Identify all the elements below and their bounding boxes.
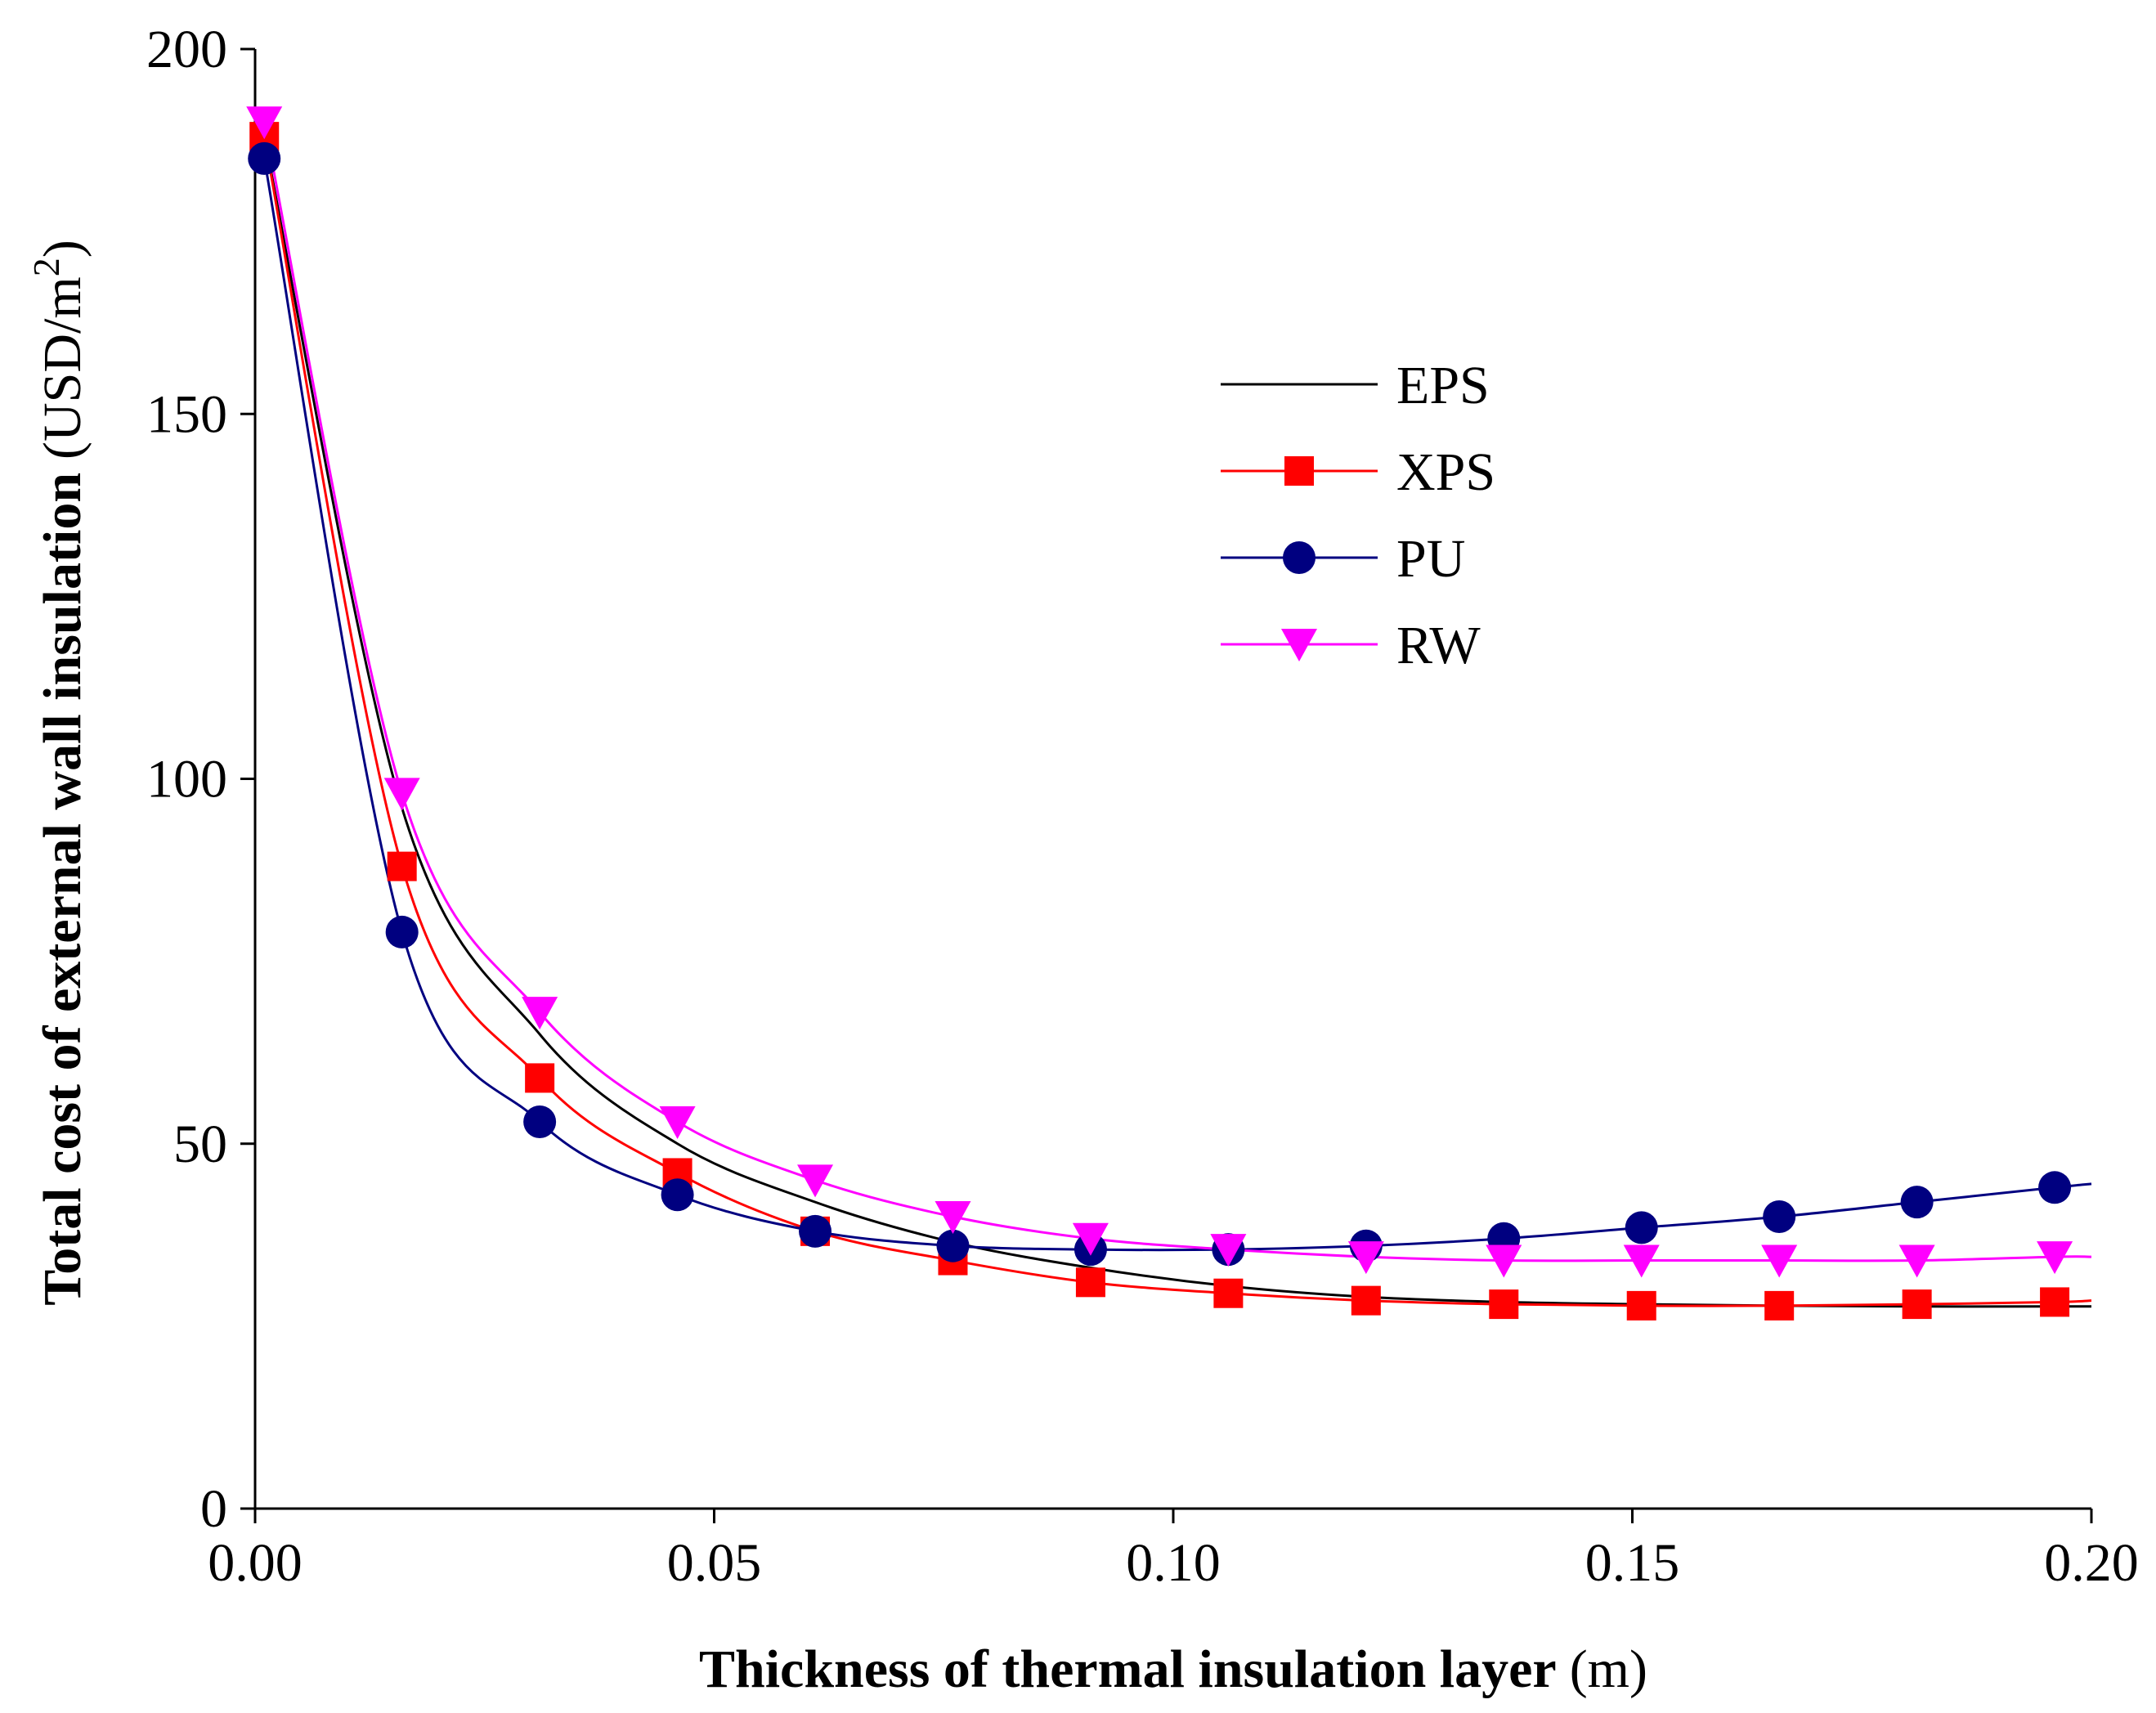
legend-item-xps: XPS <box>1221 442 1495 502</box>
x-axis-title-text: Thickness of thermal insulation layer <box>699 1639 1557 1699</box>
data-point-rw <box>659 1105 696 1139</box>
legend-label: PU <box>1396 529 1465 589</box>
data-point-xps <box>525 1063 555 1093</box>
y-tick-label: 100 <box>146 750 227 809</box>
data-point-rw <box>797 1164 834 1198</box>
y-tick-label: 50 <box>173 1114 227 1174</box>
data-point-xps <box>1626 1290 1656 1321</box>
y-tick-label: 0 <box>200 1479 227 1539</box>
legend-swatch-marker <box>1283 541 1316 574</box>
data-point-rw <box>1623 1244 1660 1278</box>
data-point-rw <box>1347 1241 1384 1275</box>
x-axis-title: Thickness of thermal insulation layer (m) <box>699 1639 1647 1699</box>
data-point-rw <box>2037 1241 2073 1275</box>
data-point-rw <box>1486 1244 1522 1278</box>
legend-label: RW <box>1396 616 1481 675</box>
data-point-xps <box>1075 1267 1105 1298</box>
series-markers <box>246 106 2073 1321</box>
data-point-pu <box>248 141 281 175</box>
y-axis-unit-superscript: 2 <box>25 258 67 276</box>
data-point-rw <box>935 1201 971 1234</box>
x-tick-label: 0.00 <box>208 1533 303 1593</box>
data-point-pu <box>661 1178 694 1212</box>
legend-swatch-marker <box>1281 629 1317 661</box>
x-tick-label: 0.20 <box>2044 1533 2139 1593</box>
data-point-pu <box>1625 1211 1658 1244</box>
x-tick-label: 0.15 <box>1585 1533 1680 1593</box>
x-tick-label: 0.05 <box>667 1533 762 1593</box>
data-point-xps <box>1764 1290 1795 1321</box>
data-point-rw <box>383 778 420 811</box>
plot-area: 0.00 0.05 0.10 0.15 0.20 0 50 100 150 200 <box>146 20 2139 1593</box>
y-axis-title-text: Total cost of external wall insulation <box>33 473 92 1306</box>
legend: EPS XPS PU RW <box>1221 356 1495 675</box>
data-point-xps <box>1902 1289 1932 1320</box>
data-point-pu <box>385 915 419 948</box>
data-point-xps <box>1351 1285 1381 1316</box>
data-point-pu <box>1900 1186 1934 1219</box>
legend-swatch-marker <box>1284 456 1314 486</box>
legend-label: EPS <box>1396 356 1490 415</box>
data-point-xps <box>387 851 417 881</box>
y-tick-label: 200 <box>146 20 227 79</box>
data-point-pu <box>799 1214 832 1248</box>
data-point-rw <box>1898 1244 1935 1278</box>
legend-item-eps: EPS <box>1221 356 1490 415</box>
y-axis-unit-prefix: (USD/m <box>33 276 92 460</box>
y-axis-title: Total cost of external wall insulation (U… <box>25 240 92 1305</box>
data-point-rw <box>1072 1222 1109 1256</box>
y-tick-label: 150 <box>146 384 227 444</box>
legend-item-pu: PU <box>1221 529 1465 589</box>
data-point-rw <box>1761 1244 1798 1278</box>
x-axis-unit: (m) <box>1570 1639 1647 1699</box>
data-point-rw <box>1210 1234 1247 1267</box>
data-point-xps <box>2040 1287 2070 1317</box>
data-point-pu <box>2038 1171 2072 1204</box>
data-point-xps <box>1213 1278 1244 1308</box>
data-point-rw <box>522 997 558 1030</box>
data-point-rw <box>246 106 283 140</box>
data-point-pu <box>936 1229 970 1262</box>
y-axis-unit-suffix: ) <box>33 240 92 258</box>
legend-item-rw: RW <box>1221 616 1481 675</box>
axis-ticks: 0.00 0.05 0.10 0.15 0.20 0 50 100 150 200 <box>146 20 2139 1593</box>
legend-label: XPS <box>1396 442 1495 502</box>
data-point-pu <box>523 1105 557 1138</box>
x-tick-label: 0.10 <box>1126 1533 1221 1593</box>
data-point-xps <box>1489 1289 1519 1320</box>
data-point-pu <box>1763 1200 1796 1233</box>
